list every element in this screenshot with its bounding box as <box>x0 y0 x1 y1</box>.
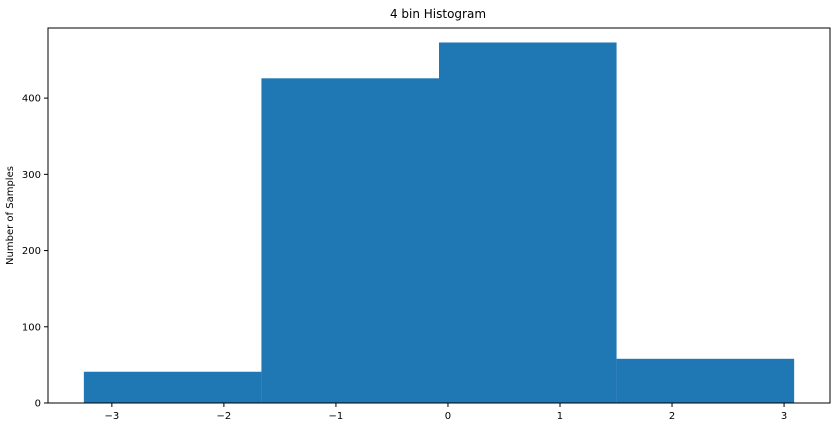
chart-title: 4 bin Histogram <box>390 7 486 21</box>
y-tick-label: 400 <box>22 94 41 105</box>
y-tick-label: 100 <box>22 322 41 333</box>
x-tick-label: 0 <box>445 411 451 422</box>
y-tick-label: 200 <box>22 246 41 257</box>
y-axis-label: Number of Samples <box>5 166 16 265</box>
x-axis-ticks: −3 −2 −1 0 1 2 3 <box>104 403 787 422</box>
x-tick-label: −2 <box>217 411 232 422</box>
x-tick-label: −1 <box>329 411 344 422</box>
y-axis-ticks: 0 100 200 300 400 <box>22 94 48 410</box>
histogram-bar-2 <box>261 78 439 404</box>
histogram-bar-4 <box>616 358 795 403</box>
y-tick-label: 0 <box>35 399 41 410</box>
x-tick-label: 2 <box>669 411 675 422</box>
histogram-bar-1 <box>83 371 262 403</box>
y-tick-label: 300 <box>22 170 41 181</box>
x-tick-label: 3 <box>781 411 787 422</box>
x-tick-label: 1 <box>557 411 563 422</box>
histogram-bar-3 <box>439 42 617 403</box>
plot-frame <box>47 27 831 404</box>
bars-group <box>83 42 795 404</box>
x-tick-label: −3 <box>104 411 119 422</box>
